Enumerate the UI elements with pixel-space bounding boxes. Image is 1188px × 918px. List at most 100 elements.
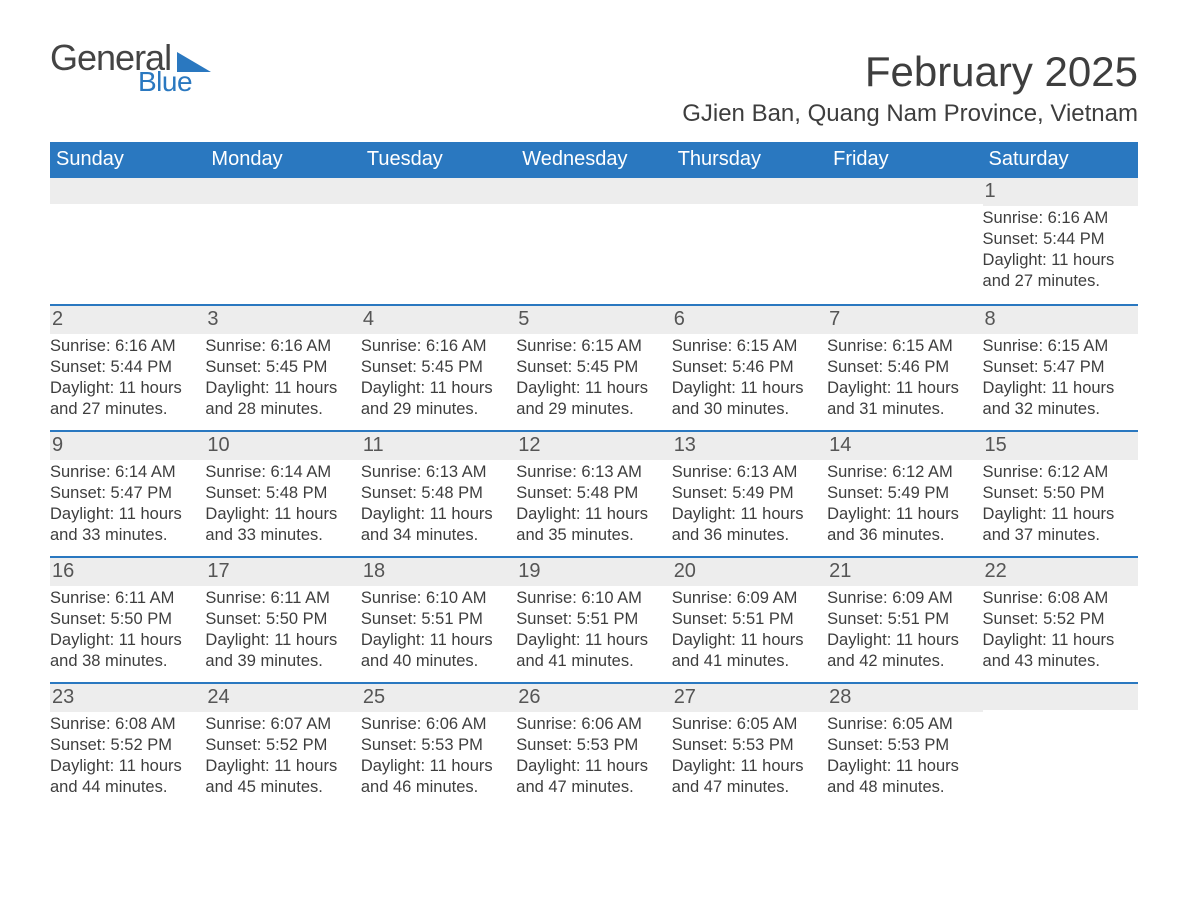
day-number-bar: 10 bbox=[205, 432, 360, 460]
day-body: Sunrise: 6:10 AMSunset: 5:51 PMDaylight:… bbox=[361, 588, 510, 672]
sunrise-line: Sunrise: 6:13 AM bbox=[672, 462, 821, 483]
day-number: 18 bbox=[361, 558, 385, 586]
day-number: 4 bbox=[361, 306, 374, 334]
sunrise-line: Sunrise: 6:11 AM bbox=[205, 588, 354, 609]
daylight-line: Daylight: 11 hours and 34 minutes. bbox=[361, 504, 510, 546]
day-number-bar: 11 bbox=[361, 432, 516, 460]
daylight-line: Daylight: 11 hours and 33 minutes. bbox=[205, 504, 354, 546]
day-number-bar: 15 bbox=[983, 432, 1138, 460]
days-of-week-header: SundayMondayTuesdayWednesdayThursdayFrid… bbox=[50, 142, 1138, 178]
week-row: 1Sunrise: 6:16 AMSunset: 5:44 PMDaylight… bbox=[50, 178, 1138, 304]
day-number-bar: 4 bbox=[361, 306, 516, 334]
sunset-line: Sunset: 5:52 PM bbox=[983, 609, 1132, 630]
daylight-line: Daylight: 11 hours and 32 minutes. bbox=[983, 378, 1132, 420]
day-cell: 24Sunrise: 6:07 AMSunset: 5:52 PMDayligh… bbox=[205, 684, 360, 808]
day-number-bar bbox=[672, 178, 827, 204]
week-row: 9Sunrise: 6:14 AMSunset: 5:47 PMDaylight… bbox=[50, 430, 1138, 556]
dow-friday: Friday bbox=[827, 142, 982, 178]
day-body: Sunrise: 6:11 AMSunset: 5:50 PMDaylight:… bbox=[50, 588, 199, 672]
daylight-line: Daylight: 11 hours and 39 minutes. bbox=[205, 630, 354, 672]
dow-sunday: Sunday bbox=[50, 142, 205, 178]
day-number: 12 bbox=[516, 432, 540, 460]
daylight-line: Daylight: 11 hours and 33 minutes. bbox=[50, 504, 199, 546]
day-number: 3 bbox=[205, 306, 218, 334]
location-subtitle: GJien Ban, Quang Nam Province, Vietnam bbox=[50, 100, 1138, 128]
day-number-bar: 20 bbox=[672, 558, 827, 586]
day-number: 24 bbox=[205, 684, 229, 712]
sunset-line: Sunset: 5:53 PM bbox=[672, 735, 821, 756]
calendar-grid: SundayMondayTuesdayWednesdayThursdayFrid… bbox=[50, 142, 1138, 808]
day-cell: 15Sunrise: 6:12 AMSunset: 5:50 PMDayligh… bbox=[983, 432, 1138, 556]
day-number: 16 bbox=[50, 558, 74, 586]
day-number: 5 bbox=[516, 306, 529, 334]
day-cell bbox=[516, 178, 671, 304]
sunset-line: Sunset: 5:51 PM bbox=[516, 609, 665, 630]
sunrise-line: Sunrise: 6:05 AM bbox=[827, 714, 976, 735]
day-body: Sunrise: 6:15 AMSunset: 5:46 PMDaylight:… bbox=[827, 336, 976, 420]
sunrise-line: Sunrise: 6:05 AM bbox=[672, 714, 821, 735]
daylight-line: Daylight: 11 hours and 47 minutes. bbox=[516, 756, 665, 798]
sunrise-line: Sunrise: 6:06 AM bbox=[516, 714, 665, 735]
day-number-bar: 27 bbox=[672, 684, 827, 712]
daylight-line: Daylight: 11 hours and 44 minutes. bbox=[50, 756, 199, 798]
sunset-line: Sunset: 5:50 PM bbox=[50, 609, 199, 630]
day-cell: 28Sunrise: 6:05 AMSunset: 5:53 PMDayligh… bbox=[827, 684, 982, 808]
day-body: Sunrise: 6:15 AMSunset: 5:45 PMDaylight:… bbox=[516, 336, 665, 420]
day-number-bar: 19 bbox=[516, 558, 671, 586]
day-number-bar: 6 bbox=[672, 306, 827, 334]
day-number: 20 bbox=[672, 558, 696, 586]
sunrise-line: Sunrise: 6:08 AM bbox=[50, 714, 199, 735]
day-body: Sunrise: 6:11 AMSunset: 5:50 PMDaylight:… bbox=[205, 588, 354, 672]
sunrise-line: Sunrise: 6:15 AM bbox=[672, 336, 821, 357]
day-cell: 6Sunrise: 6:15 AMSunset: 5:46 PMDaylight… bbox=[672, 306, 827, 430]
day-number-bar: 7 bbox=[827, 306, 982, 334]
day-number-bar: 3 bbox=[205, 306, 360, 334]
day-number-bar: 22 bbox=[983, 558, 1138, 586]
day-number-bar: 17 bbox=[205, 558, 360, 586]
day-number-bar: 18 bbox=[361, 558, 516, 586]
daylight-line: Daylight: 11 hours and 45 minutes. bbox=[205, 756, 354, 798]
daylight-line: Daylight: 11 hours and 35 minutes. bbox=[516, 504, 665, 546]
day-cell: 12Sunrise: 6:13 AMSunset: 5:48 PMDayligh… bbox=[516, 432, 671, 556]
day-cell bbox=[50, 178, 205, 304]
day-number-bar: 8 bbox=[983, 306, 1138, 334]
day-cell: 19Sunrise: 6:10 AMSunset: 5:51 PMDayligh… bbox=[516, 558, 671, 682]
dow-tuesday: Tuesday bbox=[361, 142, 516, 178]
daylight-line: Daylight: 11 hours and 30 minutes. bbox=[672, 378, 821, 420]
day-number-bar bbox=[983, 684, 1138, 710]
sunrise-line: Sunrise: 6:15 AM bbox=[983, 336, 1132, 357]
day-number-bar: 24 bbox=[205, 684, 360, 712]
sunset-line: Sunset: 5:52 PM bbox=[50, 735, 199, 756]
week-row: 23Sunrise: 6:08 AMSunset: 5:52 PMDayligh… bbox=[50, 682, 1138, 808]
day-cell: 27Sunrise: 6:05 AMSunset: 5:53 PMDayligh… bbox=[672, 684, 827, 808]
day-body: Sunrise: 6:10 AMSunset: 5:51 PMDaylight:… bbox=[516, 588, 665, 672]
day-cell: 23Sunrise: 6:08 AMSunset: 5:52 PMDayligh… bbox=[50, 684, 205, 808]
sunset-line: Sunset: 5:46 PM bbox=[672, 357, 821, 378]
day-number-bar: 25 bbox=[361, 684, 516, 712]
dow-thursday: Thursday bbox=[672, 142, 827, 178]
sunrise-line: Sunrise: 6:11 AM bbox=[50, 588, 199, 609]
day-number-bar: 1 bbox=[983, 178, 1138, 206]
day-cell: 26Sunrise: 6:06 AMSunset: 5:53 PMDayligh… bbox=[516, 684, 671, 808]
week-row: 16Sunrise: 6:11 AMSunset: 5:50 PMDayligh… bbox=[50, 556, 1138, 682]
day-cell: 25Sunrise: 6:06 AMSunset: 5:53 PMDayligh… bbox=[361, 684, 516, 808]
daylight-line: Daylight: 11 hours and 47 minutes. bbox=[672, 756, 821, 798]
sunrise-line: Sunrise: 6:08 AM bbox=[983, 588, 1132, 609]
sunrise-line: Sunrise: 6:16 AM bbox=[50, 336, 199, 357]
day-cell: 22Sunrise: 6:08 AMSunset: 5:52 PMDayligh… bbox=[983, 558, 1138, 682]
sunrise-line: Sunrise: 6:06 AM bbox=[361, 714, 510, 735]
day-cell: 18Sunrise: 6:10 AMSunset: 5:51 PMDayligh… bbox=[361, 558, 516, 682]
sunset-line: Sunset: 5:45 PM bbox=[361, 357, 510, 378]
day-body: Sunrise: 6:05 AMSunset: 5:53 PMDaylight:… bbox=[672, 714, 821, 798]
daylight-line: Daylight: 11 hours and 29 minutes. bbox=[361, 378, 510, 420]
day-cell: 9Sunrise: 6:14 AMSunset: 5:47 PMDaylight… bbox=[50, 432, 205, 556]
daylight-line: Daylight: 11 hours and 27 minutes. bbox=[50, 378, 199, 420]
sunset-line: Sunset: 5:48 PM bbox=[205, 483, 354, 504]
day-number: 2 bbox=[50, 306, 63, 334]
dow-wednesday: Wednesday bbox=[516, 142, 671, 178]
daylight-line: Daylight: 11 hours and 43 minutes. bbox=[983, 630, 1132, 672]
day-cell bbox=[983, 684, 1138, 808]
sunrise-line: Sunrise: 6:16 AM bbox=[361, 336, 510, 357]
sunrise-line: Sunrise: 6:09 AM bbox=[827, 588, 976, 609]
day-body: Sunrise: 6:12 AMSunset: 5:49 PMDaylight:… bbox=[827, 462, 976, 546]
